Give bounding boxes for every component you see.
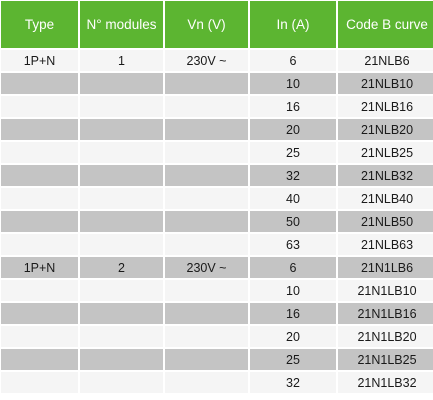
cell-vn bbox=[165, 372, 248, 393]
cell-type bbox=[1, 73, 78, 94]
cell-type bbox=[1, 349, 78, 370]
table-row: 16 21N1LB16 bbox=[1, 303, 433, 324]
table-body: 1P+N 1 230V ~ 6 21NLB6 10 21NLB10 16 21N… bbox=[1, 50, 433, 393]
cell-type bbox=[1, 142, 78, 163]
cell-modules: 2 bbox=[80, 257, 163, 278]
header-modules: N° modules bbox=[80, 1, 163, 48]
cell-modules bbox=[80, 165, 163, 186]
cell-vn bbox=[165, 188, 248, 209]
cell-type bbox=[1, 188, 78, 209]
cell-vn: 230V ~ bbox=[165, 257, 248, 278]
cell-modules bbox=[80, 119, 163, 140]
cell-type: 1P+N bbox=[1, 257, 78, 278]
cell-type bbox=[1, 372, 78, 393]
header-row: Type N° modules Vn (V) In (A) Code B cur… bbox=[1, 1, 433, 48]
cell-vn bbox=[165, 73, 248, 94]
table-row: 20 21NLB20 bbox=[1, 119, 433, 140]
cell-modules bbox=[80, 326, 163, 347]
cell-in: 6 bbox=[250, 257, 336, 278]
cell-vn bbox=[165, 142, 248, 163]
cell-in: 10 bbox=[250, 280, 336, 301]
cell-modules bbox=[80, 349, 163, 370]
cell-modules: 1 bbox=[80, 50, 163, 71]
cell-vn: 230V ~ bbox=[165, 50, 248, 71]
cell-in: 32 bbox=[250, 165, 336, 186]
cell-in: 25 bbox=[250, 142, 336, 163]
cell-type bbox=[1, 303, 78, 324]
table-row: 16 21NLB16 bbox=[1, 96, 433, 117]
cell-type bbox=[1, 119, 78, 140]
header-type: Type bbox=[1, 1, 78, 48]
cell-modules bbox=[80, 280, 163, 301]
cell-in: 25 bbox=[250, 349, 336, 370]
cell-vn bbox=[165, 326, 248, 347]
table-row: 32 21NLB32 bbox=[1, 165, 433, 186]
cell-code: 21NLB20 bbox=[338, 119, 433, 140]
cell-in: 32 bbox=[250, 372, 336, 393]
cell-vn bbox=[165, 234, 248, 255]
cell-code: 21NLB16 bbox=[338, 96, 433, 117]
cell-in: 16 bbox=[250, 96, 336, 117]
table-row: 32 21N1LB32 bbox=[1, 372, 433, 393]
cell-type bbox=[1, 96, 78, 117]
cell-vn bbox=[165, 303, 248, 324]
cell-type: 1P+N bbox=[1, 50, 78, 71]
cell-vn bbox=[165, 349, 248, 370]
cell-type bbox=[1, 280, 78, 301]
table-row: 10 21N1LB10 bbox=[1, 280, 433, 301]
cell-code: 21N1LB20 bbox=[338, 326, 433, 347]
cell-modules bbox=[80, 142, 163, 163]
cell-modules bbox=[80, 73, 163, 94]
table-row: 40 21NLB40 bbox=[1, 188, 433, 209]
cell-code: 21N1LB10 bbox=[338, 280, 433, 301]
cell-code: 21NLB6 bbox=[338, 50, 433, 71]
cell-in: 63 bbox=[250, 234, 336, 255]
cell-vn bbox=[165, 165, 248, 186]
cell-modules bbox=[80, 188, 163, 209]
cell-code: 21NLB10 bbox=[338, 73, 433, 94]
cell-in: 50 bbox=[250, 211, 336, 232]
table-row: 1P+N 2 230V ~ 6 21N1LB6 bbox=[1, 257, 433, 278]
table-row: 10 21NLB10 bbox=[1, 73, 433, 94]
table-row: 63 21NLB63 bbox=[1, 234, 433, 255]
cell-in: 16 bbox=[250, 303, 336, 324]
cell-code: 21N1LB32 bbox=[338, 372, 433, 393]
cell-vn bbox=[165, 280, 248, 301]
cell-modules bbox=[80, 96, 163, 117]
cell-modules bbox=[80, 303, 163, 324]
cell-code: 21NLB63 bbox=[338, 234, 433, 255]
cell-modules bbox=[80, 234, 163, 255]
table-row: 25 21NLB25 bbox=[1, 142, 433, 163]
header-code: Code B curve bbox=[338, 1, 433, 48]
cell-code: 21N1LB25 bbox=[338, 349, 433, 370]
cell-type bbox=[1, 326, 78, 347]
table-row: 25 21N1LB25 bbox=[1, 349, 433, 370]
table-header: Type N° modules Vn (V) In (A) Code B cur… bbox=[1, 1, 433, 48]
cell-modules bbox=[80, 372, 163, 393]
cell-vn bbox=[165, 211, 248, 232]
cell-type bbox=[1, 165, 78, 186]
cell-type bbox=[1, 234, 78, 255]
header-in: In (A) bbox=[250, 1, 336, 48]
cell-type bbox=[1, 211, 78, 232]
cell-in: 20 bbox=[250, 119, 336, 140]
cell-in: 10 bbox=[250, 73, 336, 94]
table-row: 20 21N1LB20 bbox=[1, 326, 433, 347]
cell-in: 6 bbox=[250, 50, 336, 71]
table-row: 50 21NLB50 bbox=[1, 211, 433, 232]
cell-code: 21N1LB16 bbox=[338, 303, 433, 324]
cell-in: 40 bbox=[250, 188, 336, 209]
cell-code: 21N1LB6 bbox=[338, 257, 433, 278]
cell-in: 20 bbox=[250, 326, 336, 347]
cell-modules bbox=[80, 211, 163, 232]
cell-vn bbox=[165, 96, 248, 117]
header-vn: Vn (V) bbox=[165, 1, 248, 48]
cell-code: 21NLB25 bbox=[338, 142, 433, 163]
cell-code: 21NLB50 bbox=[338, 211, 433, 232]
cell-vn bbox=[165, 119, 248, 140]
cell-code: 21NLB40 bbox=[338, 188, 433, 209]
table-row: 1P+N 1 230V ~ 6 21NLB6 bbox=[1, 50, 433, 71]
cell-code: 21NLB32 bbox=[338, 165, 433, 186]
